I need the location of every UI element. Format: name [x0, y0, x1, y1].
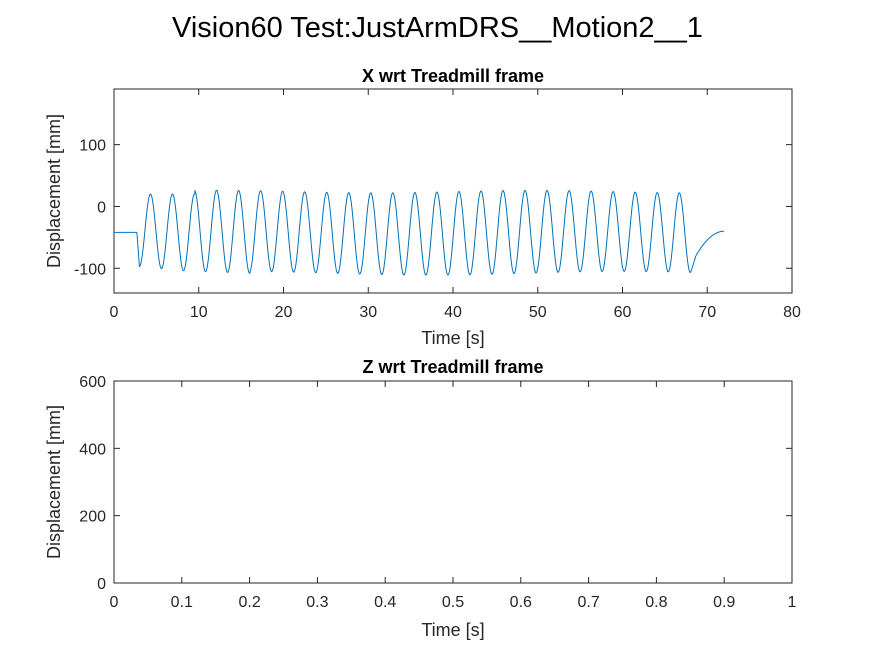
x-plot-ytick-label: -100	[74, 261, 106, 278]
x-plot-title: X wrt Treadmill frame	[362, 66, 544, 86]
x-displacement-plot: X wrt Treadmill frame 0 10 20 30 40 50 60 70 80 -…	[44, 66, 801, 348]
x-plot-xtick-label: 40	[444, 304, 462, 321]
x-plot-xtick-label: 30	[359, 304, 377, 321]
x-plot-xtick-label: 10	[190, 304, 208, 321]
x-plot-xtick-label: 50	[529, 304, 547, 321]
z-plot-xtick-label: 0.8	[645, 594, 667, 611]
x-plot-xtick-label: 80	[783, 304, 801, 321]
z-plot-xtick-label: 0.6	[510, 594, 532, 611]
x-plot-series	[114, 189, 725, 276]
z-plot-xtick-label: 1	[788, 594, 797, 611]
x-plot-xtick-label: 60	[614, 304, 632, 321]
z-plot-xtick-label: 0	[110, 594, 119, 611]
x-plot-ylabel: Displacement [mm]	[44, 114, 64, 268]
z-plot-xtick-label: 0.5	[442, 594, 464, 611]
x-plot-ytick-label: 0	[97, 199, 106, 216]
z-plot-xtick-label: 0.1	[171, 594, 193, 611]
x-plot-ytick-label: 100	[79, 138, 106, 155]
z-plot-ticks: 0 0.1 0.2 0.3 0.4 0.5 0.6 0.7 0.8 0.9 1 0 200 400 600	[79, 374, 796, 611]
z-plot-axes-box	[113, 380, 793, 584]
z-plot-xtick-label: 0.7	[577, 594, 599, 611]
z-plot-title: Z wrt Treadmill frame	[362, 357, 543, 377]
x-plot-xtick-label: 20	[275, 304, 293, 321]
z-plot-ylabel: Displacement [mm]	[44, 405, 64, 559]
z-plot-xlabel: Time [s]	[421, 620, 484, 640]
x-plot-axes-box	[113, 88, 793, 294]
z-plot-ytick-label: 600	[79, 374, 106, 391]
z-plot-ytick-label: 0	[97, 576, 106, 593]
x-plot-xlabel: Time [s]	[421, 328, 484, 348]
x-plot-xtick-label: 70	[698, 304, 716, 321]
z-plot-ytick-label: 400	[79, 441, 106, 458]
figure-title: Vision60 Test:JustArmDRS__Motion2__1	[172, 12, 703, 44]
z-displacement-plot: Z wrt Treadmill frame 0 0.1 0.2 0.3 0.4 0.5 0.…	[44, 357, 797, 640]
z-plot-ytick-label: 200	[79, 509, 106, 526]
z-plot-xtick-label: 0.3	[306, 594, 328, 611]
x-plot-ticks: 0 10 20 30 40 50 60 70 80 -100 0 100	[74, 89, 801, 321]
x-displacement-line	[114, 189, 725, 276]
z-plot-xtick-label: 0.4	[374, 594, 396, 611]
z-plot-xtick-label: 0.2	[238, 594, 260, 611]
x-plot-xtick-label: 0	[110, 304, 119, 321]
z-plot-xtick-label: 0.9	[713, 594, 735, 611]
